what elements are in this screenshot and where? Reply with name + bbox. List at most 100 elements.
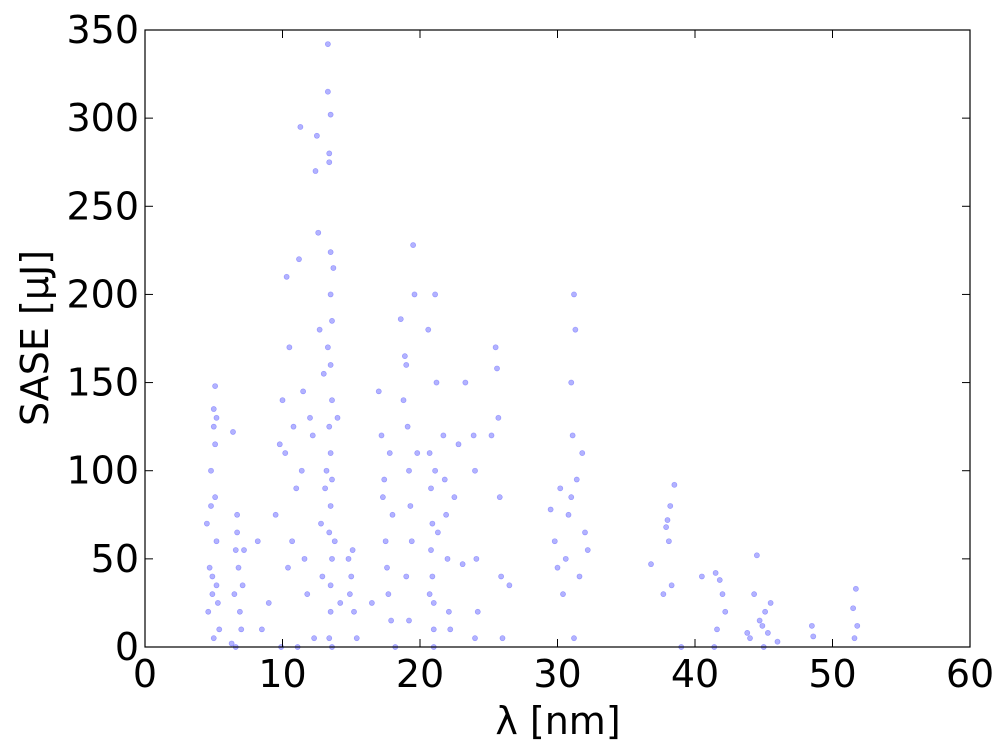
point xyxy=(562,555,569,562)
point xyxy=(296,256,302,263)
point xyxy=(425,326,432,333)
point xyxy=(668,582,675,589)
point xyxy=(265,600,272,606)
point xyxy=(322,485,329,492)
point xyxy=(348,573,355,580)
y-tick-label: 300 xyxy=(66,96,139,140)
point xyxy=(231,591,238,598)
point xyxy=(774,638,781,645)
y-tick-label: 200 xyxy=(66,272,139,316)
point xyxy=(665,538,672,545)
point xyxy=(210,423,217,430)
point xyxy=(205,608,212,615)
point xyxy=(663,524,670,531)
point xyxy=(329,555,335,562)
point xyxy=(441,476,448,483)
point xyxy=(572,326,579,333)
point xyxy=(213,538,220,545)
point xyxy=(311,635,318,642)
point xyxy=(852,585,859,592)
point xyxy=(326,635,333,642)
point xyxy=(327,249,334,256)
point xyxy=(400,397,407,404)
point xyxy=(582,529,588,536)
point xyxy=(327,111,334,118)
point xyxy=(230,429,236,435)
point xyxy=(854,622,861,629)
point xyxy=(334,414,341,421)
point xyxy=(254,538,261,545)
point xyxy=(213,582,220,589)
point xyxy=(307,414,313,421)
point xyxy=(432,467,439,474)
point xyxy=(239,582,246,589)
point xyxy=(429,520,436,527)
point xyxy=(276,441,283,448)
point xyxy=(213,414,220,421)
y-tick-label: 150 xyxy=(66,361,139,405)
point xyxy=(488,432,495,439)
y-tick-label: 250 xyxy=(66,184,139,228)
point xyxy=(495,414,502,421)
point xyxy=(648,561,654,568)
point xyxy=(353,635,360,642)
point xyxy=(397,316,404,323)
point xyxy=(368,600,375,606)
point xyxy=(459,561,466,568)
point xyxy=(451,494,458,501)
point xyxy=(210,406,217,412)
point xyxy=(326,159,333,166)
point xyxy=(698,573,705,580)
point xyxy=(498,573,505,580)
point xyxy=(388,617,395,624)
point xyxy=(337,600,344,606)
point xyxy=(210,635,217,642)
point xyxy=(316,326,323,333)
point xyxy=(312,168,319,174)
point xyxy=(241,547,247,553)
point xyxy=(379,494,386,501)
point xyxy=(236,608,243,615)
point xyxy=(290,423,297,430)
point xyxy=(429,573,436,580)
point xyxy=(565,511,572,518)
point xyxy=(235,564,242,571)
point xyxy=(212,494,219,501)
point xyxy=(411,291,418,298)
point xyxy=(300,388,307,395)
point xyxy=(403,573,410,580)
point xyxy=(326,529,333,536)
point xyxy=(759,622,766,629)
point xyxy=(206,564,213,571)
point xyxy=(579,450,586,456)
point xyxy=(472,467,478,474)
point xyxy=(414,450,421,456)
point xyxy=(329,317,335,324)
point xyxy=(232,547,239,553)
x-axis-label: λ [nm] xyxy=(495,699,620,743)
point xyxy=(851,635,858,642)
point xyxy=(719,591,726,598)
point xyxy=(327,362,334,368)
point xyxy=(329,397,335,404)
point xyxy=(384,564,390,571)
point xyxy=(428,547,434,553)
point xyxy=(378,432,385,439)
point xyxy=(584,547,591,553)
point xyxy=(470,432,477,439)
x-tick-label: 0 xyxy=(133,652,157,696)
y-tick-label: 100 xyxy=(66,449,139,493)
point xyxy=(443,511,450,518)
point xyxy=(228,640,235,647)
point xyxy=(381,476,388,483)
point xyxy=(318,520,324,527)
point xyxy=(850,605,857,612)
point xyxy=(714,626,720,633)
point xyxy=(664,517,671,523)
point xyxy=(209,573,216,580)
point xyxy=(324,344,331,351)
point xyxy=(403,362,410,368)
point xyxy=(346,591,353,598)
